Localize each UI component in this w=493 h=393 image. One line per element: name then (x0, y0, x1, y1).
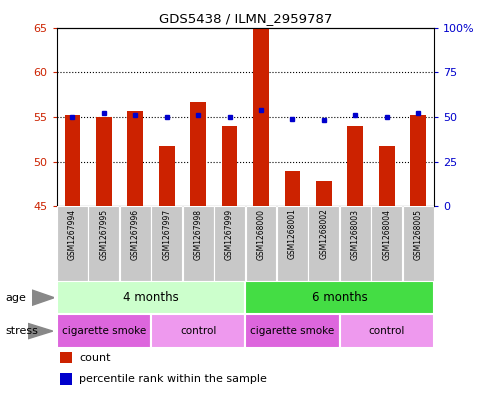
Text: GSM1268002: GSM1268002 (319, 209, 328, 259)
Bar (57, 281, 245, 314)
Bar (410, 115, 426, 206)
Bar (222, 126, 238, 206)
Text: control: control (368, 326, 405, 336)
Text: control: control (180, 326, 216, 336)
Text: GSM1268004: GSM1268004 (382, 209, 391, 259)
Text: age: age (5, 293, 26, 303)
Polygon shape (28, 323, 53, 339)
Bar (245, 314, 340, 348)
Text: GSM1267998: GSM1267998 (194, 209, 203, 259)
Text: cigarette smoke: cigarette smoke (250, 326, 335, 336)
Bar (151, 314, 245, 348)
Bar (96, 117, 112, 206)
Text: 6 months: 6 months (312, 291, 367, 304)
Bar (127, 111, 143, 206)
Bar (61, 352, 72, 364)
Title: GDS5438 / ILMN_2959787: GDS5438 / ILMN_2959787 (159, 12, 332, 25)
Bar (61, 373, 72, 385)
Bar (253, 28, 269, 206)
Bar (277, 206, 308, 281)
Bar (309, 206, 339, 281)
Bar (246, 206, 277, 281)
Text: GSM1267997: GSM1267997 (162, 209, 171, 260)
Text: GSM1268003: GSM1268003 (351, 209, 360, 259)
Text: GSM1268001: GSM1268001 (288, 209, 297, 259)
Bar (88, 206, 119, 281)
Text: GSM1268000: GSM1268000 (256, 209, 266, 259)
Bar (214, 206, 245, 281)
Bar (159, 147, 175, 206)
Bar (403, 206, 433, 281)
Text: percentile rank within the sample: percentile rank within the sample (79, 374, 267, 384)
Bar (379, 147, 394, 206)
Bar (57, 314, 151, 348)
Bar (340, 314, 434, 348)
Polygon shape (32, 290, 54, 305)
Text: GSM1267995: GSM1267995 (99, 209, 108, 260)
Bar (371, 206, 402, 281)
Bar (120, 206, 151, 281)
Text: GSM1267996: GSM1267996 (131, 209, 140, 260)
Bar (348, 126, 363, 206)
Bar (190, 102, 206, 206)
Bar (316, 181, 332, 206)
Text: GSM1268005: GSM1268005 (414, 209, 423, 259)
Bar (245, 281, 434, 314)
Bar (57, 206, 88, 281)
Bar (151, 206, 182, 281)
Text: GSM1267994: GSM1267994 (68, 209, 77, 260)
Bar (65, 115, 80, 206)
Text: 4 months: 4 months (123, 291, 179, 304)
Text: GSM1267999: GSM1267999 (225, 209, 234, 260)
Text: stress: stress (5, 326, 38, 336)
Text: cigarette smoke: cigarette smoke (62, 326, 146, 336)
Bar (340, 206, 371, 281)
Bar (183, 206, 213, 281)
Text: count: count (79, 353, 111, 363)
Bar (284, 171, 300, 206)
